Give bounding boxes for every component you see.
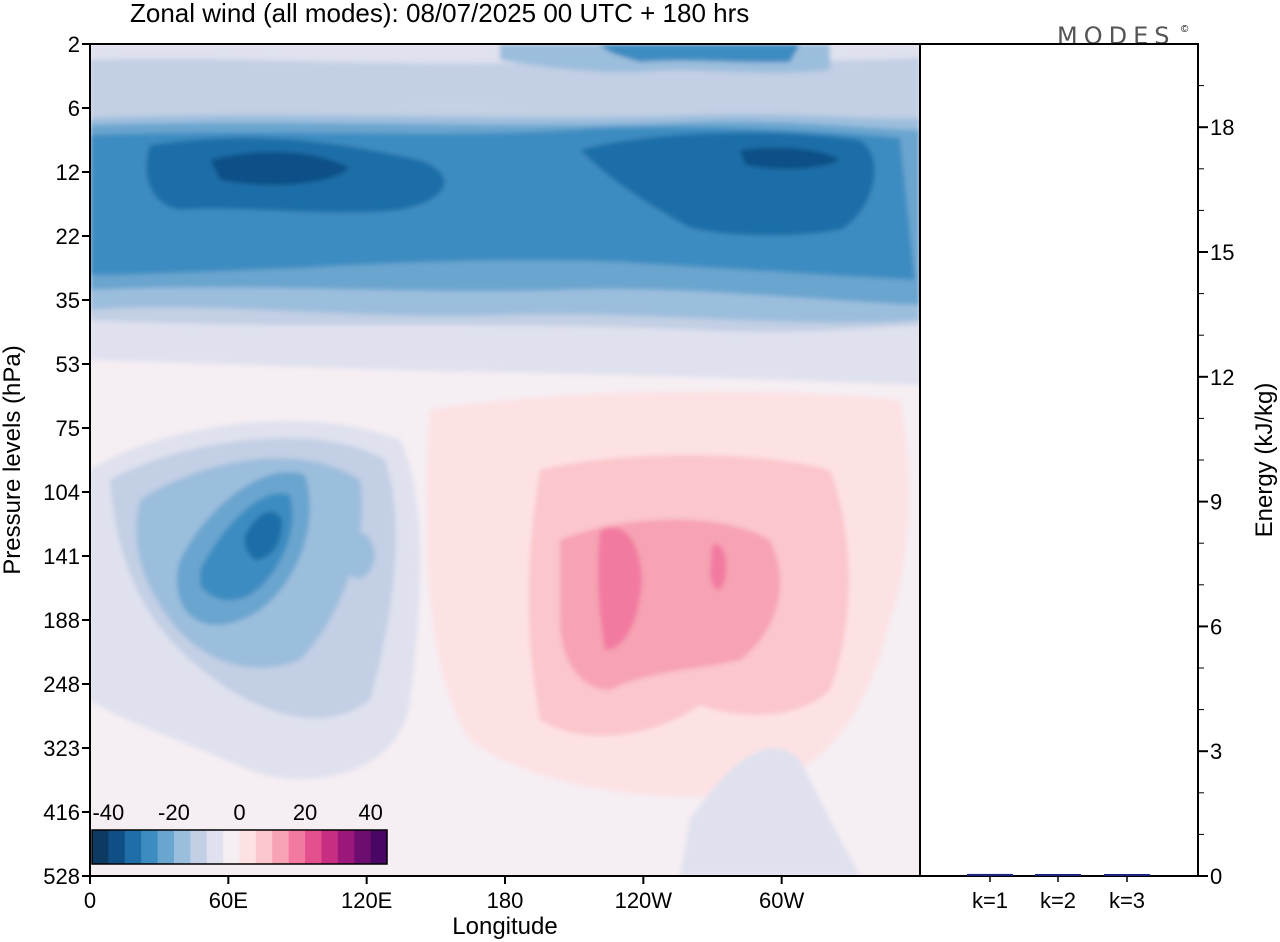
pressure-tick-label: 104 bbox=[43, 480, 80, 505]
pressure-tick-label: 6 bbox=[68, 96, 80, 121]
energy-tick-label: 12 bbox=[1210, 365, 1234, 390]
longitude-tick-label: 120W bbox=[615, 888, 673, 913]
colorbar-swatch bbox=[190, 830, 208, 864]
energy-axis: 0 3 6 9 12 15 18 bbox=[1198, 85, 1234, 889]
west-core-b bbox=[710, 544, 727, 590]
pressure-tick-label: 141 bbox=[43, 544, 80, 569]
zonal-wind-contour-plot bbox=[90, 44, 920, 876]
pressure-tick-label: 188 bbox=[43, 608, 80, 633]
energy-bars bbox=[967, 873, 1150, 876]
colorbar-swatch bbox=[305, 830, 322, 864]
energy-tick-label: 9 bbox=[1210, 490, 1222, 515]
colorbar-swatch bbox=[255, 830, 273, 864]
pressure-tick-label: 248 bbox=[43, 672, 80, 697]
colorbar-swatch bbox=[370, 830, 388, 864]
energy-bar bbox=[1035, 874, 1081, 876]
pressure-tick-label: 35 bbox=[56, 288, 80, 313]
pressure-axis: 2 6 12 22 35 53 75 104 141 188 248 323 416 528 bbox=[43, 32, 90, 889]
pressure-tick-label: 12 bbox=[56, 160, 80, 185]
colorbar-swatch bbox=[108, 830, 126, 864]
energy-bar bbox=[967, 873, 1013, 876]
energy-category-label: k=2 bbox=[1040, 888, 1076, 913]
jet-inner-west bbox=[210, 151, 350, 186]
longitude-tick-label: 0 bbox=[84, 888, 96, 913]
colorbar-swatch bbox=[206, 830, 224, 864]
colorbar-swatch bbox=[141, 830, 159, 864]
pressure-tick-label: 75 bbox=[56, 416, 80, 441]
colorbar-swatch bbox=[239, 830, 257, 864]
colorbar-swatch bbox=[321, 830, 339, 864]
band-upper-mid bbox=[90, 58, 920, 113]
energy-category-label: k=1 bbox=[972, 888, 1008, 913]
band-upper-core2 bbox=[600, 44, 800, 63]
colorbar-frame bbox=[91, 829, 388, 865]
colorbar-swatch bbox=[157, 830, 175, 864]
longitude-tick-label: 120E bbox=[341, 888, 392, 913]
colorbar-swatch bbox=[124, 830, 142, 864]
pressure-tick-label: 53 bbox=[56, 352, 80, 377]
energy-tick-label: 3 bbox=[1210, 739, 1222, 764]
colorbar-swatch bbox=[337, 830, 355, 864]
energy-categories: k=1 k=2 k=3 bbox=[972, 876, 1145, 913]
energy-bar bbox=[1104, 874, 1150, 876]
colorbar-tick-label: 20 bbox=[293, 800, 317, 825]
energy-category-label: k=3 bbox=[1109, 888, 1145, 913]
lowstrat-band bbox=[90, 320, 920, 385]
longitude-axis: 0 60E 120E 180 120W 60W bbox=[84, 876, 805, 913]
energy-axis-title: Energy (kJ/kg) bbox=[1251, 383, 1278, 538]
energy-tick-label: 0 bbox=[1210, 864, 1222, 889]
x-axis-title: Longitude bbox=[452, 913, 557, 940]
colorbar-tick-label: -20 bbox=[158, 800, 190, 825]
pressure-tick-label: 2 bbox=[68, 32, 80, 57]
colorbar-swatch bbox=[173, 830, 191, 864]
energy-tick-label: 18 bbox=[1210, 115, 1234, 140]
copyright-mark: © bbox=[1181, 24, 1189, 35]
pressure-tick-label: 323 bbox=[43, 736, 80, 761]
colorbar-swatch bbox=[354, 830, 372, 864]
colorbar: -40 -20 0 20 40 bbox=[91, 800, 388, 865]
longitude-tick-label: 60W bbox=[759, 888, 804, 913]
pressure-tick-label: 22 bbox=[56, 224, 80, 249]
y-axis-title: Pressure levels (hPa) bbox=[0, 345, 26, 574]
pressure-tick-label: 416 bbox=[43, 800, 80, 825]
west-core-a bbox=[597, 527, 642, 650]
colorbar-swatch bbox=[223, 830, 240, 864]
chart-title: Zonal wind (all modes): 08/07/2025 00 UT… bbox=[130, 0, 749, 28]
energy-tick-label: 15 bbox=[1210, 240, 1234, 265]
colorbar-swatch bbox=[92, 830, 109, 864]
colorbar-swatch bbox=[272, 830, 290, 864]
colorbar-tick-label: -40 bbox=[92, 800, 124, 825]
jet-inner-east bbox=[740, 147, 840, 170]
east-jet-core bbox=[244, 511, 283, 560]
colorbar-tick-label: 0 bbox=[233, 800, 245, 825]
low-east-patch bbox=[680, 748, 860, 876]
pressure-tick-label: 528 bbox=[43, 864, 80, 889]
east-jet-side bbox=[340, 531, 375, 579]
colorbar-tick-label: 40 bbox=[358, 800, 382, 825]
longitude-tick-label: 60E bbox=[209, 888, 248, 913]
longitude-tick-label: 180 bbox=[487, 888, 524, 913]
energy-tick-label: 6 bbox=[1210, 614, 1222, 639]
energy-panel-frame bbox=[919, 43, 1199, 877]
colorbar-swatch bbox=[288, 830, 306, 864]
